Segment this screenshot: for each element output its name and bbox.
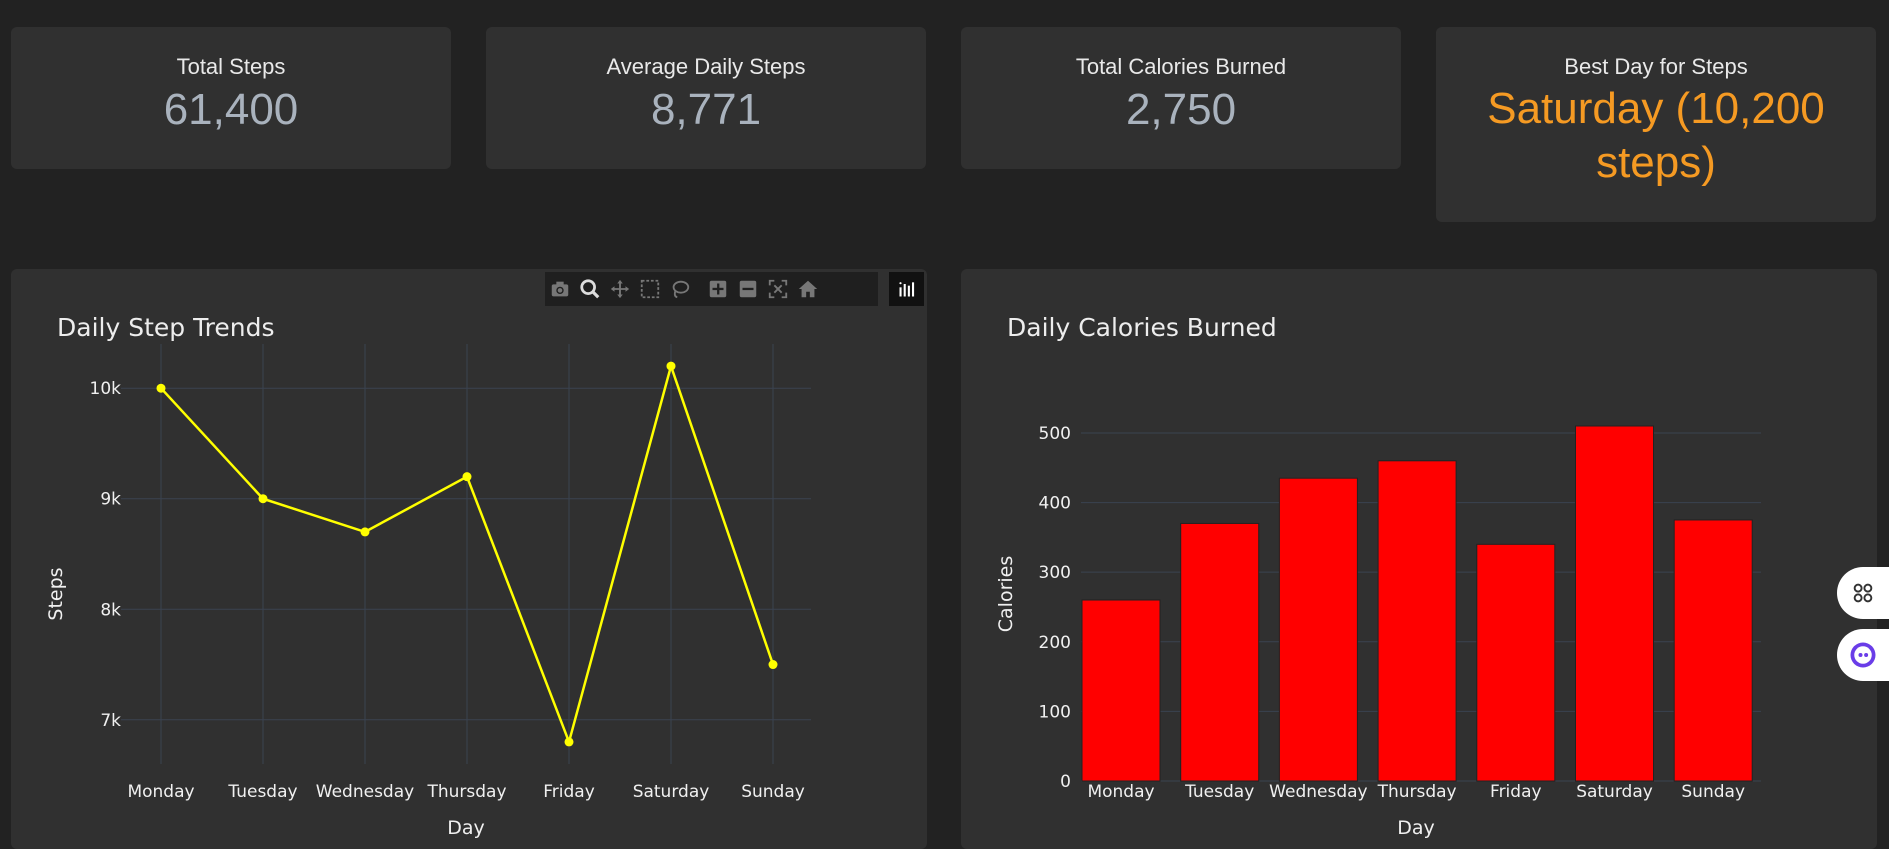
steps-data-point	[564, 737, 574, 747]
chart-title: Daily Step Trends	[57, 313, 275, 342]
x-axis-label: Day	[447, 817, 485, 839]
x-tick-label: Wednesday	[1269, 782, 1367, 802]
lasso-icon[interactable]	[665, 274, 695, 304]
zoom-in-icon[interactable]	[703, 274, 733, 304]
x-tick-label: Saturday	[633, 782, 710, 802]
kpi-value: 2,750	[1125, 85, 1237, 134]
x-tick-label: Saturday	[1576, 782, 1653, 802]
kpi-title: Best Day for Steps	[1564, 54, 1748, 79]
steps-data-point	[768, 660, 778, 670]
x-tick-label: Sunday	[741, 782, 805, 802]
x-tick-label: Thursday	[1377, 782, 1457, 802]
y-tick-label: 8k	[100, 600, 121, 620]
y-tick-label: 10k	[90, 379, 122, 399]
step-trends-panel: Daily Step Trends 7k 8k 9k 10k Monday Tuesday…	[11, 269, 927, 849]
reset-axes-icon[interactable]	[793, 274, 823, 304]
y-tick-label: 0	[1060, 772, 1071, 792]
steps-data-point	[462, 472, 472, 482]
autoscale-icon[interactable]	[763, 274, 793, 304]
calories-bar	[1180, 522, 1260, 782]
chart-title: Daily Calories Burned	[1007, 313, 1277, 342]
y-tick-label: 9k	[100, 490, 121, 510]
y-tick-label: 500	[1039, 424, 1071, 444]
y-tick-label: 100	[1039, 702, 1071, 722]
kpi-card-total-calories: Total Calories Burned 2,750	[961, 27, 1401, 169]
zoom-out-icon[interactable]	[733, 274, 763, 304]
kpi-title: Average Daily Steps	[606, 54, 806, 79]
calories-bar	[1377, 460, 1457, 782]
kpi-title: Total Steps	[176, 54, 286, 79]
kpi-value: 61,400	[163, 85, 299, 134]
y-tick-label: 400	[1039, 494, 1071, 514]
steps-data-point	[666, 361, 676, 371]
steps-data-point	[360, 527, 370, 537]
y-tick-label: 7k	[100, 711, 121, 731]
box-select-icon[interactable]	[635, 274, 665, 304]
kpi-card-best-day: Best Day for Steps Saturday (10,200 step…	[1436, 27, 1876, 222]
x-tick-label: Monday	[1087, 782, 1154, 802]
camera-icon[interactable]	[545, 274, 575, 304]
kpi-value: 8,771	[650, 85, 762, 134]
steps-data-point	[258, 494, 268, 504]
y-tick-label: 300	[1039, 563, 1071, 583]
kpi-card-total-steps: Total Steps 61,400	[11, 27, 451, 169]
x-tick-label: Wednesday	[316, 782, 414, 802]
calories-bar	[1081, 599, 1161, 782]
y-axis-label: Steps	[45, 567, 67, 620]
x-tick-label: Monday	[127, 782, 194, 802]
plot-modebar	[545, 272, 878, 306]
calories-bar	[1673, 519, 1753, 782]
kpi-card-average-daily-steps: Average Daily Steps 8,771	[486, 27, 926, 169]
plotly-logo-icon[interactable]	[889, 272, 924, 306]
x-axis-label: Day	[1397, 817, 1435, 839]
y-tick-label: 200	[1039, 633, 1071, 653]
x-tick-label: Tuesday	[1184, 782, 1254, 802]
calories-bar	[1575, 425, 1654, 782]
pan-icon[interactable]	[605, 274, 635, 304]
y-axis-label: Calories	[995, 556, 1017, 633]
step-trends-chart[interactable]: 7k 8k 9k 10k Monday Tuesday Wednesday Thursday F…	[11, 269, 927, 849]
x-tick-label: Tuesday	[227, 782, 297, 802]
calories-panel: Daily Calories Burned 0 100 200 300 400 500 Mo…	[961, 269, 1877, 849]
kpi-title: Total Calories Burned	[1075, 54, 1287, 79]
calories-bar	[1278, 477, 1358, 782]
x-tick-label: Friday	[543, 782, 595, 802]
calories-chart[interactable]: 0 100 200 300 400 500 Monday Tuesday Wednesday Th…	[961, 269, 1877, 849]
x-tick-label: Sunday	[1681, 782, 1745, 802]
apps-icon[interactable]	[1837, 567, 1889, 619]
kpi-value: Saturday (10,200 steps)	[1487, 84, 1825, 187]
x-tick-label: Thursday	[426, 782, 506, 802]
zoom-icon[interactable]	[575, 274, 605, 304]
x-tick-label: Friday	[1490, 782, 1542, 802]
steps-data-point	[156, 383, 166, 393]
calories-bar	[1476, 543, 1556, 782]
assistant-icon[interactable]	[1837, 629, 1889, 681]
